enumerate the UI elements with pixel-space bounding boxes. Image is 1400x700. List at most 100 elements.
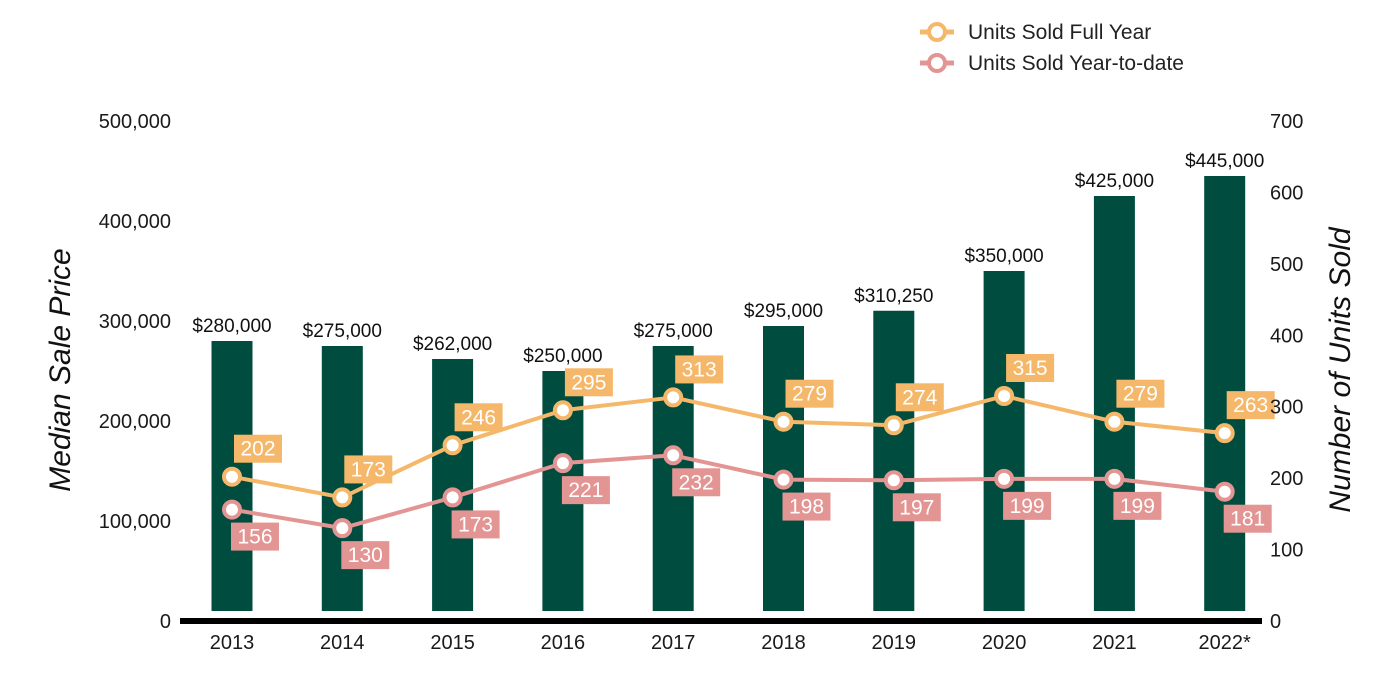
left-axis-title: Median Sale Price bbox=[44, 248, 77, 491]
data-label-box bbox=[561, 476, 610, 505]
data-label: 202 bbox=[240, 438, 275, 461]
left-axis-tick-label: 500,000 bbox=[99, 111, 171, 133]
data-label: 246 bbox=[461, 406, 496, 429]
bar-value-label: $445,000 bbox=[1185, 151, 1264, 172]
lines-group: 202 173 246 295 313 279 274 315 279 263 156 130 173 2… bbox=[222, 354, 1275, 570]
bar-value-label: $275,000 bbox=[634, 321, 713, 342]
legend-label: Units Sold Year-to-date bbox=[968, 52, 1184, 75]
left-axis-ticks: 0 100,000 200,000 300,000 400,000 500,000 bbox=[99, 111, 171, 633]
series-point bbox=[442, 435, 463, 456]
data-label: 198 bbox=[789, 496, 824, 519]
data-label-box bbox=[892, 493, 941, 522]
series-point bbox=[773, 469, 794, 490]
series-point bbox=[332, 518, 353, 539]
bar-value-label: $350,000 bbox=[964, 246, 1043, 267]
data-label-box bbox=[451, 510, 500, 539]
left-axis-tick-label: 400,000 bbox=[99, 211, 171, 233]
data-label-box bbox=[1003, 491, 1052, 520]
data-label-box bbox=[782, 492, 831, 521]
data-label: 181 bbox=[1230, 508, 1265, 531]
x-axis-tick-label: 2022* bbox=[1199, 632, 1251, 654]
right-axis-tick-label: 200 bbox=[1270, 468, 1303, 490]
series-point bbox=[442, 487, 463, 508]
right-axis-tick-label: 700 bbox=[1270, 111, 1303, 133]
x-axis-tick-label: 2018 bbox=[761, 632, 806, 654]
x-axis-tick-label: 2020 bbox=[982, 632, 1027, 654]
x-axis-ticks: 2013 2014 2015 2016 2017 2018 2019 2020 2021 2022… bbox=[210, 632, 1251, 654]
series-point bbox=[663, 387, 684, 408]
series-point bbox=[994, 386, 1015, 406]
data-label: 279 bbox=[1123, 383, 1158, 406]
series-point bbox=[1104, 411, 1125, 432]
right-axis-tick-label: 300 bbox=[1270, 397, 1303, 419]
series-point bbox=[1214, 481, 1235, 502]
x-axis-tick-label: 2013 bbox=[210, 632, 255, 654]
data-label: 274 bbox=[902, 386, 937, 409]
series-point bbox=[552, 400, 573, 421]
series-point bbox=[883, 415, 904, 436]
data-label-box bbox=[231, 522, 279, 551]
left-axis-tick-label: 200,000 bbox=[99, 411, 171, 433]
data-label-box bbox=[1223, 504, 1272, 533]
data-label: 279 bbox=[792, 383, 827, 406]
right-axis-tick-label: 100 bbox=[1270, 540, 1303, 562]
data-label: 197 bbox=[899, 496, 934, 519]
legend-label: Units Sold Full Year bbox=[968, 21, 1151, 44]
series-point bbox=[222, 499, 242, 520]
bar-value-label: $425,000 bbox=[1075, 171, 1154, 192]
series-point bbox=[222, 466, 242, 487]
right-axis-tick-label: 400 bbox=[1270, 325, 1303, 347]
bar bbox=[983, 271, 1025, 611]
data-label-box bbox=[1116, 379, 1165, 408]
right-axis-title: Number of Units Sold bbox=[1324, 226, 1357, 512]
series-point bbox=[883, 470, 904, 491]
x-axis-tick-label: 2015 bbox=[430, 632, 475, 654]
data-label-box bbox=[675, 355, 724, 384]
data-label-box bbox=[785, 379, 834, 408]
bar bbox=[763, 326, 804, 611]
data-label-box bbox=[1006, 354, 1055, 382]
series-line bbox=[231, 453, 1225, 531]
data-label-box bbox=[564, 368, 613, 397]
data-label: 199 bbox=[1120, 495, 1155, 518]
data-label: 221 bbox=[568, 479, 603, 502]
bar bbox=[873, 310, 915, 611]
bar-value-label: $280,000 bbox=[192, 316, 271, 337]
left-axis-tick-label: 0 bbox=[160, 611, 171, 633]
data-label-box bbox=[895, 383, 944, 412]
legend-marker bbox=[927, 53, 947, 73]
data-label: 232 bbox=[679, 471, 714, 494]
bar-value-label: $262,000 bbox=[413, 334, 492, 355]
data-label-box bbox=[672, 468, 721, 497]
data-label: 130 bbox=[348, 544, 383, 567]
x-axis-tick-label: 2017 bbox=[651, 632, 696, 654]
legend: Units Sold Full Year Units Sold Year-to-d… bbox=[920, 21, 1184, 75]
bar-labels-group: $280,000 $275,000 $262,000 $250,000 $275,000… bbox=[192, 151, 1264, 367]
data-label: 173 bbox=[458, 513, 493, 536]
series-point bbox=[332, 487, 353, 508]
right-axis-tick-label: 500 bbox=[1270, 254, 1303, 276]
legend-marker bbox=[927, 22, 947, 42]
left-axis-tick-label: 300,000 bbox=[99, 311, 171, 333]
bar-value-label: $295,000 bbox=[744, 301, 823, 322]
series-point bbox=[994, 468, 1015, 489]
data-label: 315 bbox=[1013, 357, 1048, 380]
data-label-box bbox=[1226, 391, 1275, 420]
x-axis-tick-label: 2021 bbox=[1092, 632, 1137, 654]
left-axis-tick-label: 100,000 bbox=[99, 511, 171, 533]
x-axis-tick-label: 2019 bbox=[872, 632, 917, 654]
data-label: 295 bbox=[571, 371, 606, 394]
right-axis-tick-label: 600 bbox=[1270, 182, 1303, 204]
bar-value-label: $275,000 bbox=[303, 321, 382, 342]
bar-value-label: $250,000 bbox=[523, 346, 602, 367]
x-axis-tick-label: 2014 bbox=[320, 632, 365, 654]
data-label: 199 bbox=[1010, 495, 1045, 518]
series-line bbox=[231, 394, 1225, 500]
series-point bbox=[773, 411, 794, 432]
data-label-box bbox=[344, 455, 393, 484]
right-axis-tick-label: 0 bbox=[1270, 611, 1281, 633]
series-point bbox=[1104, 468, 1125, 489]
series-point bbox=[552, 453, 573, 474]
bar bbox=[432, 359, 474, 611]
